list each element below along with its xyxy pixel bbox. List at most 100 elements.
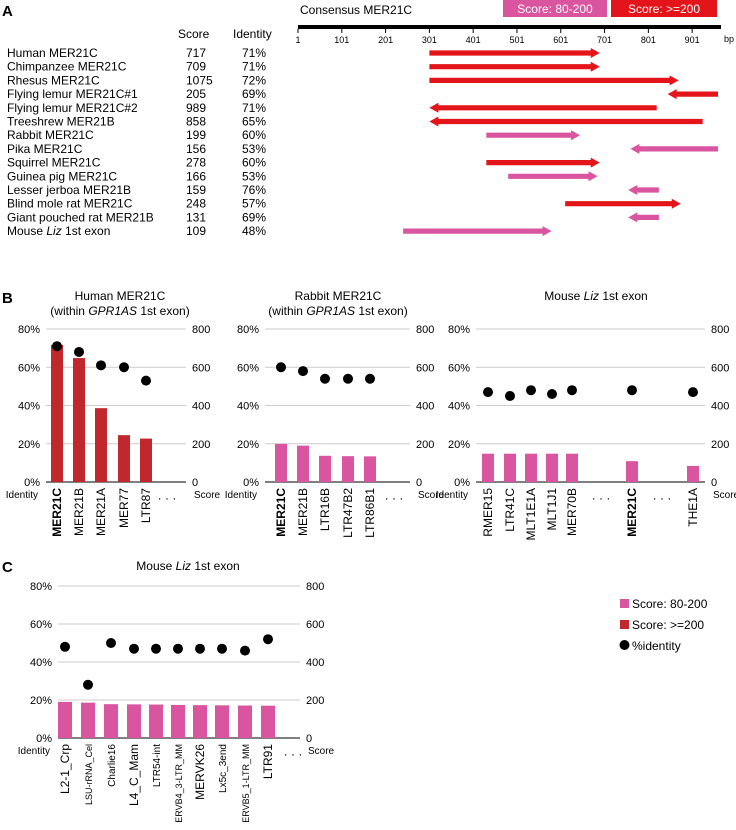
identity-value: 53% (242, 142, 266, 156)
alignment-arrow (429, 48, 600, 58)
category-label: Lx5c_3end (218, 744, 229, 793)
species-label: Squirrel MER21C (7, 156, 101, 170)
consensus-tick-label: 901 (685, 35, 700, 45)
score-value: 858 (186, 115, 206, 129)
alignment-arrow (429, 116, 703, 127)
left-tick-label: 0% (243, 477, 259, 489)
identity-axis-label: Identity (225, 490, 257, 501)
species-label: Flying lemur MER21C#2 (7, 101, 138, 115)
category-label: MLT1E1A (524, 488, 538, 540)
identity-dot (240, 645, 250, 656)
category-label: LTR47B2 (341, 488, 355, 538)
panel-a-letter: A (2, 3, 13, 20)
score-bar (482, 453, 494, 482)
chart-b1-subtitle: (within GPR1AS 1st exon) (50, 304, 189, 318)
right-tick-label: 600 (416, 362, 434, 374)
category-label: Charlie16 (107, 744, 118, 787)
left-tick-label: 40% (18, 401, 40, 413)
score-bar (95, 408, 107, 482)
chart-rabbit-mer21c: 0% 0 20% 200 40% 400 60% 600 80% 800 Identity Score… (225, 324, 445, 538)
legend-low-swatch (620, 599, 629, 608)
legend-identity-dot (619, 640, 630, 650)
right-tick-label: 400 (192, 401, 210, 413)
identity-dot (365, 373, 375, 384)
score-bar (51, 344, 63, 482)
category-label: ERVB5_1-LTR_MM (241, 744, 251, 823)
identity-value: 57% (242, 197, 266, 211)
score-value: 166 (186, 169, 206, 183)
left-tick-label: 40% (237, 401, 259, 413)
score-value: 717 (186, 46, 206, 60)
consensus-tick-label: 801 (641, 35, 656, 45)
identity-value: 65% (242, 115, 266, 129)
chart-human-mer21c: 0% 0 20% 200 40% 400 60% 600 80% 800 Identity Score… (6, 324, 221, 537)
score-bar (81, 702, 95, 738)
alignment-arrow (667, 89, 718, 100)
alignment-row: Pika MER21C 156 53% (7, 142, 718, 156)
identity-value: 72% (242, 73, 266, 87)
alignment-row: Rhesus MER21C 1075 72% (7, 73, 679, 87)
score-value: 205 (186, 87, 206, 101)
species-label: Guinea pig MER21C (7, 169, 117, 183)
species-label: Human MER21C (7, 46, 98, 60)
left-tick-label: 60% (18, 362, 40, 374)
left-tick-label: 80% (30, 581, 52, 593)
legend-high-label: Score: >=200 (632, 618, 704, 632)
legend-a-low-label: Score: 80-200 (517, 2, 593, 16)
alignment-arrow (486, 130, 581, 141)
chart-mouse-liz-c: 0% 0 20% 200 40% 400 60% 600 80% 800 Identity Score… (18, 581, 335, 823)
right-tick-label: 400 (711, 401, 729, 413)
identity-dot (151, 643, 161, 654)
identity-value: 76% (242, 183, 266, 197)
identity-dot (320, 373, 330, 384)
score-bar (566, 453, 578, 482)
bp-label: bp (724, 34, 734, 44)
left-tick-label: 40% (448, 401, 470, 413)
alignment-arrow (630, 143, 718, 154)
ellipsis: · · · (592, 491, 611, 505)
identity-dot (173, 643, 183, 654)
category-label: MER21B (72, 488, 86, 536)
score-bar (626, 461, 638, 482)
alignment-row: Giant pouched rat MER21B 131 69% (7, 210, 659, 224)
right-tick-label: 400 (306, 657, 324, 669)
ellipsis: · · · (284, 747, 303, 761)
alignment-arrow (565, 198, 681, 209)
identity-value: 71% (242, 60, 266, 74)
score-axis-label: Score (308, 746, 335, 757)
score-bar (687, 465, 699, 482)
identity-dot (567, 385, 577, 396)
identity-dot (74, 346, 84, 357)
left-tick-label: 0% (36, 733, 52, 745)
left-tick-label: 60% (30, 619, 52, 631)
category-label: MER21A (94, 488, 108, 536)
right-tick-label: 200 (192, 439, 210, 451)
ellipsis: · · · (653, 491, 672, 505)
score-header: Score (178, 27, 210, 41)
identity-dot (276, 362, 286, 373)
right-tick-label: 400 (416, 401, 434, 413)
score-bar (104, 704, 118, 738)
right-tick-label: 0 (711, 477, 717, 489)
score-axis-label: Score (713, 490, 736, 501)
legend-high-swatch (620, 620, 629, 629)
species-label: Rhesus MER21C (7, 73, 100, 87)
identity-dot (688, 387, 698, 398)
species-label: Chimpanzee MER21C (7, 60, 127, 74)
species-label-part: Liz (46, 224, 61, 238)
left-tick-label: 80% (448, 324, 470, 336)
left-tick-label: 20% (448, 439, 470, 451)
right-tick-label: 800 (306, 581, 324, 593)
score-value: 156 (186, 142, 206, 156)
category-label: ERVB4_3-LTR_MM (174, 744, 184, 823)
alignment-row: Mouse Liz 1st exon 109 48% (7, 224, 552, 238)
alignment-arrow (403, 226, 552, 237)
left-tick-label: 40% (30, 657, 52, 669)
identity-value: 71% (242, 101, 266, 115)
alignment-arrow (429, 61, 600, 72)
category-label: RMER15 (481, 488, 495, 537)
identity-dot (263, 634, 273, 645)
species-label: Rabbit MER21C (7, 128, 94, 142)
consensus-tick-label: 601 (553, 35, 568, 45)
